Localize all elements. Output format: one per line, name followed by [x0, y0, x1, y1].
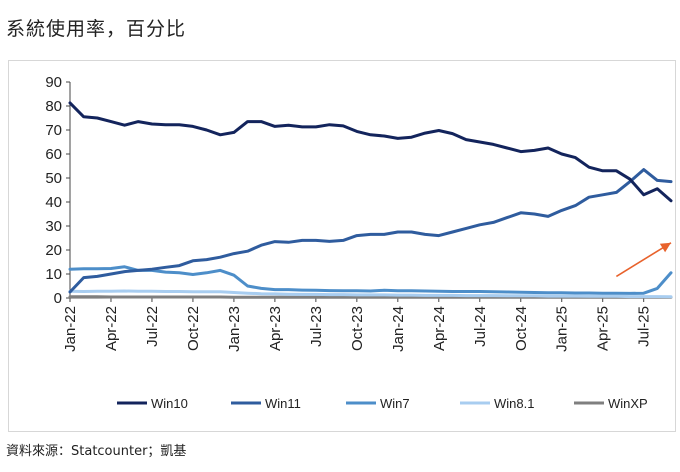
x-tick-label: Jan-24	[390, 306, 407, 352]
legend-label-win7: Win7	[380, 396, 410, 411]
x-tick-label: Apr-25	[595, 306, 612, 351]
series-line-win10	[68, 101, 673, 203]
x-tick-label: Oct-24	[513, 306, 530, 351]
y-tick-label: 90	[45, 74, 62, 91]
legend-label-win10: Win10	[151, 396, 188, 411]
x-tick-label: Jan-23	[226, 306, 243, 352]
x-tick-label: Jul-25	[636, 306, 653, 347]
series-line-win7	[68, 265, 673, 295]
y-tick-label: 60	[45, 146, 62, 163]
trend-arrow-line	[615, 242, 672, 278]
y-tick-label: 70	[45, 122, 62, 139]
page-title: 系統使用率，百分比	[6, 18, 187, 40]
y-tick-label: 50	[45, 170, 62, 187]
line-chart: 0 10 20 30 40 50 60 70 80 90 Jan-22 Apr-22 Jul-22 Oct…	[45, 74, 673, 411]
x-tick-label: Jan-22	[62, 306, 79, 352]
x-tick-label: Apr-22	[103, 306, 120, 351]
x-tick-label: Apr-24	[431, 306, 448, 351]
series-line-win11	[68, 168, 673, 294]
x-tick-label: Oct-22	[185, 306, 202, 351]
trend-arrow-head	[659, 242, 671, 253]
x-tick-label: Oct-23	[349, 306, 366, 351]
x-tick-label: Jul-23	[308, 306, 325, 347]
y-tick-label: 0	[54, 290, 62, 307]
x-tick-label: Jan-25	[554, 306, 571, 352]
chart-panel: 0 10 20 30 40 50 60 70 80 90 Jan-22 Apr-22 Jul-22 Oct…	[8, 60, 676, 432]
y-tick-label: 40	[45, 194, 62, 211]
legend-label-win11: Win11	[265, 396, 301, 411]
y-tick-label: 30	[45, 218, 62, 235]
legend-label-win8-1: Win8.1	[494, 396, 534, 411]
legend-label-winxp: WinXP	[608, 396, 648, 411]
x-tick-label: Jul-24	[472, 306, 489, 347]
y-tick-label: 80	[45, 98, 62, 115]
y-tick-label: 10	[45, 266, 62, 283]
x-tick-label: Jul-22	[144, 306, 161, 347]
x-tick-label: Apr-23	[267, 306, 284, 351]
y-tick-label: 20	[45, 242, 62, 259]
source-note: 資料來源：Statcounter；凱基	[6, 444, 187, 459]
series-line-win8-1	[68, 289, 673, 299]
